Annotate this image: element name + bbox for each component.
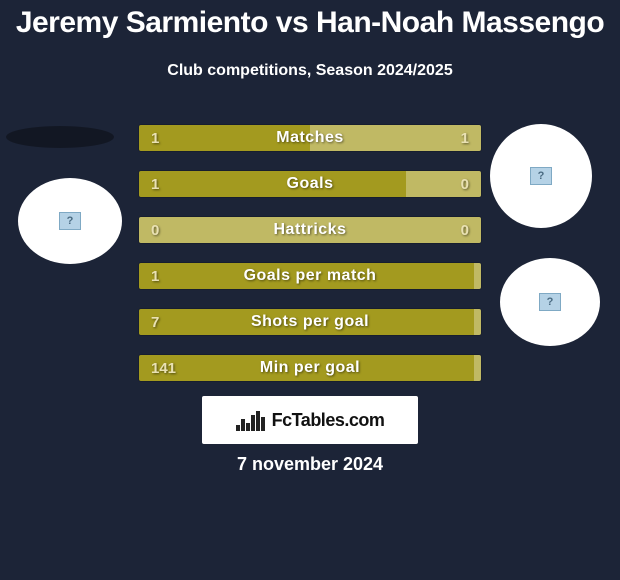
page-title: Jeremy Sarmiento vs Han-Noah Massengo <box>0 6 620 40</box>
player-left-avatar <box>18 178 122 264</box>
comparison-bars: Matches11 Goals10 Hattricks00 Goals per mat… <box>138 124 482 400</box>
brand-text: FcTables.com <box>272 410 385 431</box>
date-text: 7 november 2024 <box>0 454 620 475</box>
left-ellipse-shadow <box>6 126 114 148</box>
brand-badge: FcTables.com <box>202 396 418 444</box>
placeholder-image-icon <box>539 293 561 311</box>
stat-row: Hattricks00 <box>138 216 482 244</box>
fctables-logo-icon <box>236 409 264 431</box>
placeholder-image-icon <box>59 212 81 230</box>
player-right-top-avatar <box>490 124 592 228</box>
stat-row: Goals10 <box>138 170 482 198</box>
page-subtitle: Club competitions, Season 2024/2025 <box>0 62 620 80</box>
stat-row: Min per goal141 <box>138 354 482 382</box>
stat-row: Matches11 <box>138 124 482 152</box>
player-right-bottom-avatar <box>500 258 600 346</box>
stat-row: Shots per goal7 <box>138 308 482 336</box>
stat-row: Goals per match1 <box>138 262 482 290</box>
placeholder-image-icon <box>530 167 552 185</box>
